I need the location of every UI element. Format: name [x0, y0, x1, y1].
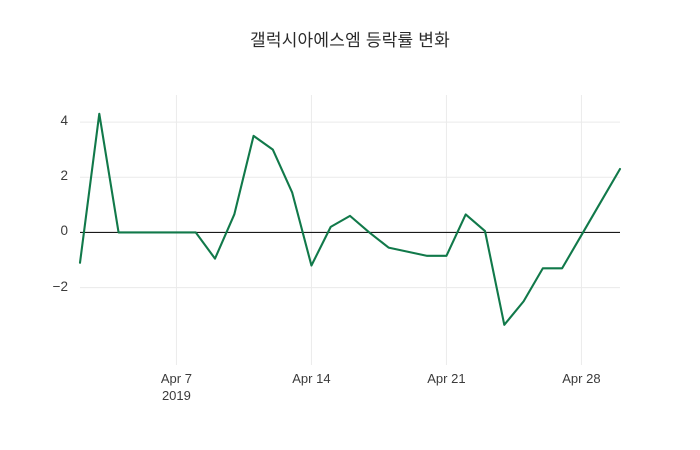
x-axis-tick-label: Apr 7 — [160, 371, 192, 386]
x-axis-tick-group: Apr 14 — [266, 370, 356, 387]
grid-lines — [80, 95, 620, 365]
x-axis-tick-label: Apr 21 — [427, 371, 466, 386]
chart-title: 갤럭시아에스엠 등락률 변화 — [250, 31, 450, 50]
y-axis-tick-label: 4 — [60, 113, 68, 129]
y-axis-tick-label: 0 — [60, 223, 68, 239]
y-axis-tick-label: −2 — [52, 278, 68, 294]
x-axis-tick-year-label: 2019 — [161, 388, 191, 403]
x-axis-tick-group: Apr 28 — [536, 370, 626, 387]
x-axis-tick-group: Apr 21 — [401, 370, 491, 387]
data-series-line — [78, 112, 622, 326]
x-axis-tick-group: Apr 7 2019 — [131, 370, 221, 404]
x-axis-tick-label: Apr 28 — [562, 371, 601, 386]
y-axis-tick-label: 2 — [60, 168, 68, 184]
x-axis-tick-label: Apr 14 — [292, 371, 331, 386]
